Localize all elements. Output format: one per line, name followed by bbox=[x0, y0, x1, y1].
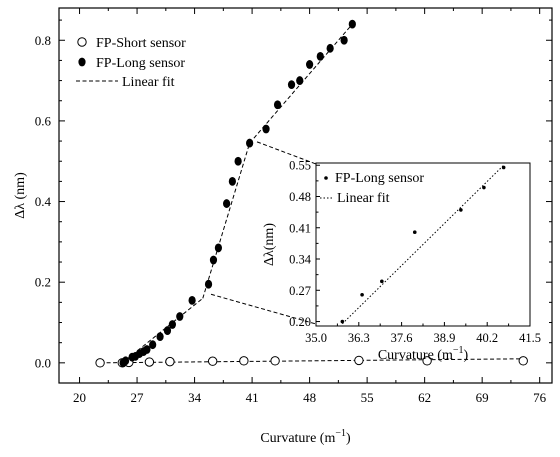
short-sensor-point bbox=[239, 356, 249, 366]
inset-point bbox=[340, 319, 345, 324]
inset-x-tick-label: 35.0 bbox=[305, 331, 327, 345]
long-sensor-point bbox=[121, 356, 130, 366]
fit-line bbox=[202, 142, 251, 299]
y-axis-label: Δλ (nm) bbox=[13, 172, 28, 219]
long-sensor-point bbox=[316, 51, 324, 61]
x-tick-label: 76 bbox=[533, 390, 547, 405]
inset-y-tick-label: 0.41 bbox=[289, 221, 311, 235]
short-sensor-point bbox=[165, 356, 175, 367]
short-sensor-point bbox=[144, 357, 155, 367]
inset-point bbox=[360, 292, 364, 297]
x-axis-label-tail: ) bbox=[346, 431, 351, 446]
inset-legend-marker-point bbox=[324, 176, 328, 180]
x-tick-label: 69 bbox=[476, 390, 489, 405]
inset-y-tick-label: 0.27 bbox=[289, 284, 311, 298]
inset-x-tick-label: 38.9 bbox=[433, 331, 455, 345]
long-sensor-point bbox=[168, 320, 176, 329]
inset-point bbox=[501, 165, 506, 170]
long-sensor-point bbox=[223, 199, 231, 208]
zoom-connector-upper bbox=[256, 141, 317, 165]
inset-legend-label-point: FP-Long sensor bbox=[335, 171, 424, 186]
long-sensor-point bbox=[204, 279, 213, 289]
legend-label-fit: Linear fit bbox=[122, 75, 175, 90]
long-sensor-point bbox=[156, 332, 164, 342]
inset-y-tick-label: 0.20 bbox=[289, 315, 311, 329]
main-plot: 20 27 34 41 48 55 62 69 76 0.0 0.2 0.4 0.6 0.8 Curvatu… bbox=[13, 7, 553, 446]
y-tick-label: 0.4 bbox=[35, 194, 52, 209]
inset-y-tick-label: 0.48 bbox=[289, 190, 311, 204]
long-sensor-point bbox=[340, 35, 348, 45]
inset-x-axis-label-tail: ) bbox=[464, 348, 469, 363]
long-sensor-point bbox=[306, 60, 314, 69]
short-sensor-point bbox=[95, 358, 105, 368]
inset-point bbox=[380, 279, 384, 284]
inset-x-axis-label-superscript: −1 bbox=[453, 345, 464, 356]
short-sensor-point bbox=[354, 355, 364, 366]
inset-y-axis-label: Δλ(nm) bbox=[262, 223, 277, 266]
long-sensor-point bbox=[188, 295, 196, 305]
inset-x-axis-label: Curvature (m−1) bbox=[378, 345, 469, 363]
inset-plot: 35.0 36.3 37.6 38.9 40.2 41.5 0.20 0.27 0.34 0.41… bbox=[262, 159, 541, 363]
inset-fit-line bbox=[341, 164, 505, 325]
inset-legend-label-fit: Linear fit bbox=[337, 191, 390, 206]
x-axis-label-superscript: −1 bbox=[335, 428, 346, 439]
plot-frame bbox=[58, 7, 553, 384]
legend-marker-long bbox=[78, 57, 86, 67]
legend-marker-short bbox=[77, 37, 87, 47]
long-sensor-point bbox=[176, 312, 184, 321]
legend-label-short: FP-Short sensor bbox=[96, 36, 186, 51]
long-sensor-point bbox=[287, 80, 296, 90]
short-sensor-point bbox=[207, 356, 218, 366]
long-sensor-point bbox=[273, 100, 282, 110]
y-tick-label: 0.2 bbox=[35, 275, 51, 290]
x-tick-label: 62 bbox=[418, 390, 431, 405]
inset-x-tick-label: 36.3 bbox=[348, 331, 370, 345]
short-sensor-point bbox=[270, 356, 280, 366]
inset-y-tick-label: 0.55 bbox=[289, 159, 311, 173]
x-axis-label: Curvature (m−1) bbox=[260, 428, 351, 446]
x-tick-label: 41 bbox=[246, 390, 259, 405]
y-tick-label: 0.8 bbox=[35, 33, 51, 48]
zoom-connector-lower bbox=[210, 293, 317, 325]
inset-y-tick-label: 0.34 bbox=[289, 253, 312, 267]
inset-x-axis-label-text: Curvature (m bbox=[378, 348, 453, 363]
x-tick-label: 55 bbox=[361, 390, 374, 405]
long-sensor-point bbox=[326, 43, 334, 53]
inset-x-tick-label: 37.6 bbox=[391, 331, 413, 345]
long-sensor-point bbox=[348, 19, 356, 29]
inset-point bbox=[459, 208, 463, 212]
long-sensor-point bbox=[149, 340, 157, 350]
x-tick-label: 27 bbox=[131, 390, 145, 405]
inset-x-tick-label: 41.5 bbox=[519, 331, 541, 345]
long-sensor-point bbox=[246, 138, 254, 148]
long-sensor-point bbox=[234, 156, 242, 166]
long-sensor-point bbox=[214, 243, 223, 253]
y-tick-label: 0.0 bbox=[35, 355, 51, 370]
legend-label-long: FP-Long sensor bbox=[96, 56, 185, 71]
long-sensor-point bbox=[296, 76, 304, 85]
inset-point bbox=[482, 185, 486, 190]
inset-x-tick-label: 40.2 bbox=[476, 331, 498, 345]
y-tick-label: 0.6 bbox=[35, 113, 52, 128]
inset-point bbox=[412, 230, 417, 235]
long-sensor-point bbox=[262, 124, 270, 134]
fit-line bbox=[121, 297, 204, 364]
long-sensor-point bbox=[209, 255, 218, 265]
long-sensor-point bbox=[163, 326, 172, 335]
x-tick-label: 48 bbox=[303, 390, 316, 405]
long-sensor-point bbox=[228, 176, 236, 186]
long-sensor-point bbox=[143, 345, 151, 354]
x-tick-label: 34 bbox=[188, 390, 202, 405]
short-sensor-point bbox=[518, 356, 528, 366]
x-tick-label: 20 bbox=[73, 390, 86, 405]
fit-line bbox=[100, 358, 524, 364]
short-sensor-point bbox=[422, 356, 432, 366]
x-axis-label-text: Curvature (m bbox=[260, 431, 335, 446]
